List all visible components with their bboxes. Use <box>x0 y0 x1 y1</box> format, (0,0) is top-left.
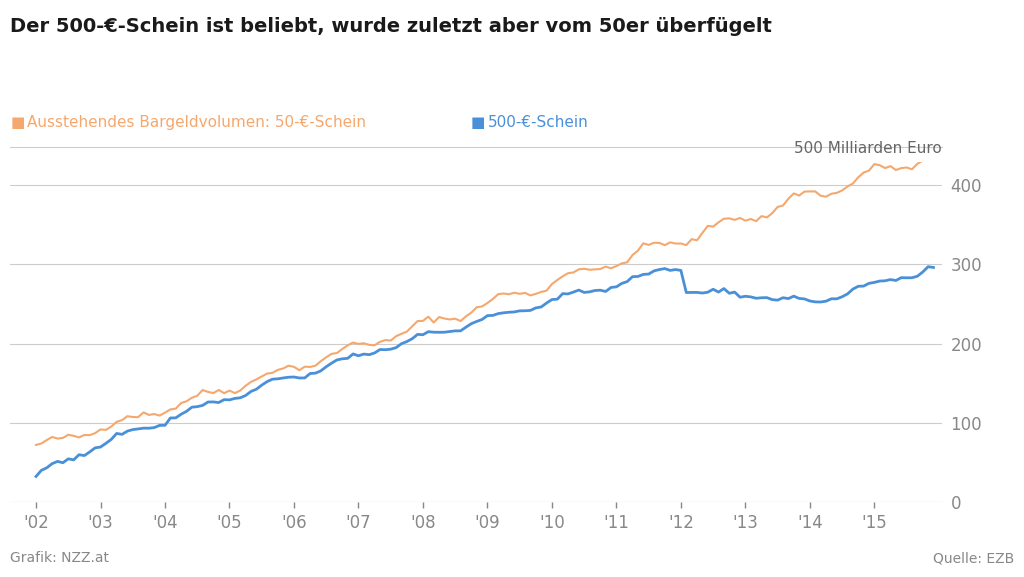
Text: Ausstehendes Bargeldvolumen: 50-€-Schein: Ausstehendes Bargeldvolumen: 50-€-Schein <box>27 115 366 130</box>
Text: Grafik: NZZ.at: Grafik: NZZ.at <box>10 552 110 565</box>
Text: Der 500-€-Schein ist beliebt, wurde zuletzt aber vom 50er überfügelt: Der 500-€-Schein ist beliebt, wurde zule… <box>10 17 772 36</box>
Text: Quelle: EZB: Quelle: EZB <box>933 552 1014 565</box>
Text: 500-€-Schein: 500-€-Schein <box>487 115 588 130</box>
Text: ■: ■ <box>471 115 485 130</box>
Text: 500 Milliarden Euro: 500 Milliarden Euro <box>795 141 942 156</box>
Text: ■: ■ <box>10 115 25 130</box>
